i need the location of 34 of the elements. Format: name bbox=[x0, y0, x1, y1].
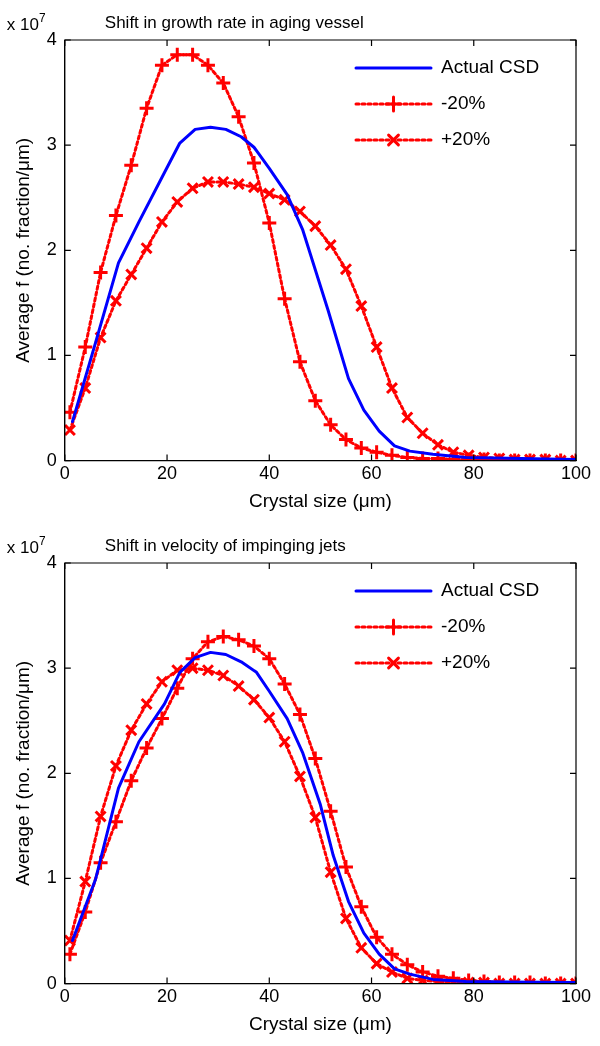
y-axis-title: Average f (no. fraction/μm) bbox=[11, 137, 33, 363]
legend-label: -20% bbox=[441, 615, 486, 637]
x-tick-label: 40 bbox=[259, 986, 280, 1007]
y-tick-label: 3 bbox=[46, 657, 57, 678]
y-tick-label: 2 bbox=[46, 762, 57, 783]
x-tick-label: 80 bbox=[463, 986, 484, 1007]
x-tick-label: 60 bbox=[361, 463, 382, 484]
legend-label: -20% bbox=[441, 92, 486, 114]
x-tick-label: 20 bbox=[157, 986, 178, 1007]
chart-title: Shift in growth rate in aging vessel bbox=[104, 13, 364, 32]
x-tick-label: 0 bbox=[59, 986, 70, 1007]
x-tick-label: 40 bbox=[259, 463, 280, 484]
x-tick-label: 60 bbox=[361, 986, 382, 1007]
y-tick-label: 1 bbox=[46, 344, 57, 365]
y-tick-label: 0 bbox=[46, 449, 57, 470]
x-tick-label: 0 bbox=[59, 463, 70, 484]
y-tick-label: 2 bbox=[46, 239, 57, 260]
y-tick-label: 1 bbox=[46, 867, 57, 888]
x-axis-title: Crystal size (μm) bbox=[248, 1012, 392, 1034]
legend-label: +20% bbox=[441, 651, 491, 673]
y-tick-label: 4 bbox=[46, 28, 57, 49]
x-tick-label: 100 bbox=[560, 986, 592, 1007]
y-tick-label: 3 bbox=[46, 134, 57, 155]
y-tick-label: 4 bbox=[46, 551, 57, 572]
legend-label: Actual CSD bbox=[441, 56, 540, 78]
x-tick-label: 80 bbox=[463, 463, 484, 484]
legend-label: +20% bbox=[441, 128, 491, 150]
y-tick-label: 0 bbox=[46, 972, 57, 993]
legend-label: Actual CSD bbox=[441, 579, 540, 601]
x-axis-title: Crystal size (μm) bbox=[248, 489, 392, 511]
y-axis-title: Average f (no. fraction/μm) bbox=[11, 660, 33, 886]
x-tick-label: 20 bbox=[157, 463, 178, 484]
chart-title: Shift in velocity of impinging jets bbox=[104, 536, 346, 555]
x-tick-label: 100 bbox=[560, 463, 592, 484]
